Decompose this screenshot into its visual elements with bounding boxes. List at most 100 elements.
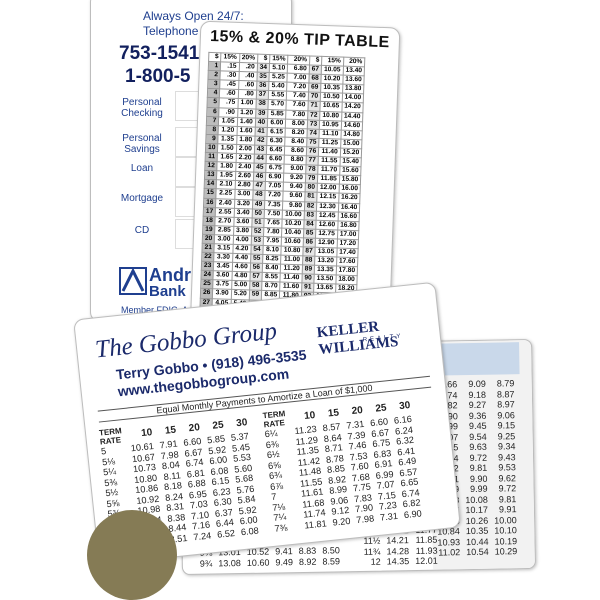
cell: 9.81 <box>469 462 488 474</box>
cell: 1.40 <box>236 117 256 127</box>
cell: 21 <box>201 243 215 253</box>
cell: 14.21 <box>386 535 409 546</box>
cell: 12.60 <box>315 219 338 230</box>
cell: 11.40 <box>280 273 303 284</box>
cell: 9.49 <box>275 556 294 568</box>
cell: 9.27 <box>468 399 487 411</box>
cell: 2.40 <box>235 162 254 173</box>
cell: 4.20 <box>232 244 251 255</box>
cell: 9.99 <box>470 483 488 495</box>
cell: 10.35 <box>465 525 489 537</box>
cell: 6.90 <box>403 508 423 520</box>
cell: 46 <box>253 172 266 182</box>
cell: 69 <box>308 83 322 93</box>
cell: 52 <box>251 226 264 237</box>
cell: 4.60 <box>231 262 251 273</box>
cell: 10.20 <box>282 218 304 229</box>
cell: 5.40 <box>268 81 288 92</box>
cell: 9.36 <box>468 410 487 421</box>
cell: 6.52 <box>216 527 236 540</box>
cell: 23 <box>201 261 214 271</box>
cell: 12.00 <box>317 183 340 194</box>
cell: 15.20 <box>339 147 362 158</box>
cell: 14.35 <box>386 556 410 567</box>
cell: 48 <box>252 190 266 200</box>
cell: 14.20 <box>341 102 364 113</box>
cell: 53 <box>250 235 264 246</box>
cell: 2 <box>207 70 221 81</box>
cell: 4.40 <box>232 253 251 264</box>
cell: 35 <box>256 72 270 82</box>
cell: 1.00 <box>237 98 257 109</box>
row: 9¾ 13.08 10.60 9.49 8.92 8.59 <box>197 556 343 569</box>
cell: 16.00 <box>338 184 361 195</box>
cell: 39 <box>255 108 269 119</box>
cell: 67 <box>309 65 322 75</box>
cell: 25 <box>200 279 214 290</box>
cell: 1.80 <box>217 161 236 172</box>
cell: 9.54 <box>469 431 487 442</box>
cell: 6.90 <box>265 172 285 183</box>
cell: 7.31 <box>379 510 399 523</box>
cell: 4 <box>207 88 220 99</box>
cell: 71 <box>307 101 321 111</box>
cell: 34 <box>256 63 270 73</box>
cell: 76 <box>306 146 319 157</box>
cell: 11.55 <box>318 156 340 167</box>
cell: 12.75 <box>315 229 338 239</box>
logo-icon <box>119 267 147 295</box>
cell: 37 <box>256 90 269 100</box>
cell: 11.85 <box>415 534 438 546</box>
cell: 7.35 <box>264 199 284 210</box>
cell: 9.18 <box>468 389 487 400</box>
cell: 84 <box>303 219 317 230</box>
field-label: Personal Checking <box>121 97 163 119</box>
phone: 753-1541 <box>119 43 200 64</box>
header-cell: $ <box>208 52 222 62</box>
cell: 6.00 <box>267 118 286 128</box>
cell: 8.10 <box>262 245 282 256</box>
cell: 16.80 <box>337 220 360 231</box>
cell: 8.25 <box>262 254 282 265</box>
cell: 9.62 <box>498 472 517 484</box>
cell: 79 <box>305 174 318 184</box>
cell: 14.40 <box>341 111 364 122</box>
cell: 8.97 <box>497 399 515 410</box>
cell: 22 <box>201 252 215 262</box>
cell: 16.60 <box>337 211 360 222</box>
cell: 40 <box>255 117 268 128</box>
cell: 11.81 <box>303 518 328 531</box>
cell: 91 <box>301 283 315 293</box>
cell: 2.00 <box>235 144 255 155</box>
cell: 9.72 <box>498 483 517 494</box>
cell: 6 <box>206 106 220 117</box>
cell: 11.20 <box>280 264 303 275</box>
cell: 6.60 <box>266 154 285 165</box>
cell: 10.17 <box>465 504 489 516</box>
cell: 5.85 <box>267 109 287 119</box>
cell: 15.80 <box>339 175 361 186</box>
cell: 9.45 <box>468 420 487 432</box>
cell: 1.95 <box>216 170 236 181</box>
cell: 1.65 <box>217 152 236 163</box>
cell: 9.25 <box>497 430 516 442</box>
cell: 11.25 <box>318 138 341 148</box>
cell: 51 <box>251 217 265 228</box>
cell: 13.40 <box>342 66 365 77</box>
cell: 7 <box>206 116 220 126</box>
cell: 10.80 <box>319 110 342 121</box>
field-label: CD <box>134 225 150 236</box>
row: 11.02 10.54 10.29 <box>435 546 521 558</box>
header-cell: 15% <box>220 52 240 63</box>
cell: 17.80 <box>335 266 358 276</box>
cell: 89 <box>302 264 315 275</box>
cell: 10.60 <box>246 557 270 568</box>
cell: 73 <box>307 119 320 130</box>
cell: 8.59 <box>322 556 341 567</box>
cell: 81 <box>304 192 318 202</box>
cell: 11.85 <box>317 174 340 185</box>
cell: 13.80 <box>342 84 365 95</box>
logo-text: Andr <box>149 265 191 285</box>
cell: 47 <box>252 181 266 191</box>
cell: 9.90 <box>469 473 488 484</box>
